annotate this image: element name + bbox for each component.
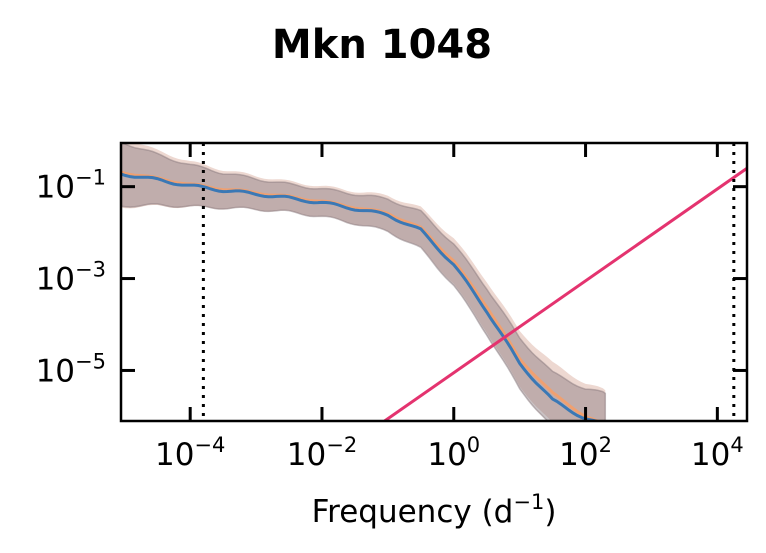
- x-tick-label: 10−4: [155, 433, 225, 473]
- x-tick-label: 104: [691, 433, 744, 473]
- x-axis-ticks: [188, 143, 719, 421]
- psd-model-confidence-band: [121, 143, 606, 421]
- y-axis-ticks: [121, 185, 747, 372]
- noise-level-line: [383, 167, 747, 421]
- y-tick-label: 10−5: [36, 349, 106, 389]
- axes-frame: [119, 141, 749, 423]
- x-tick-label: 102: [559, 433, 612, 473]
- x-tick-label: 100: [427, 433, 480, 473]
- chart-title: Mkn 1048: [272, 22, 492, 68]
- y-tick-label: 10−1: [36, 166, 106, 206]
- psd-median-confidence-band: [121, 143, 607, 421]
- y-tick-label: 10−3: [36, 258, 106, 298]
- psd-median-line: [121, 172, 601, 421]
- x-tick-label: 10−2: [287, 433, 357, 473]
- plot-area: [121, 143, 747, 421]
- x-axis-label: Frequency (d−1): [312, 490, 557, 530]
